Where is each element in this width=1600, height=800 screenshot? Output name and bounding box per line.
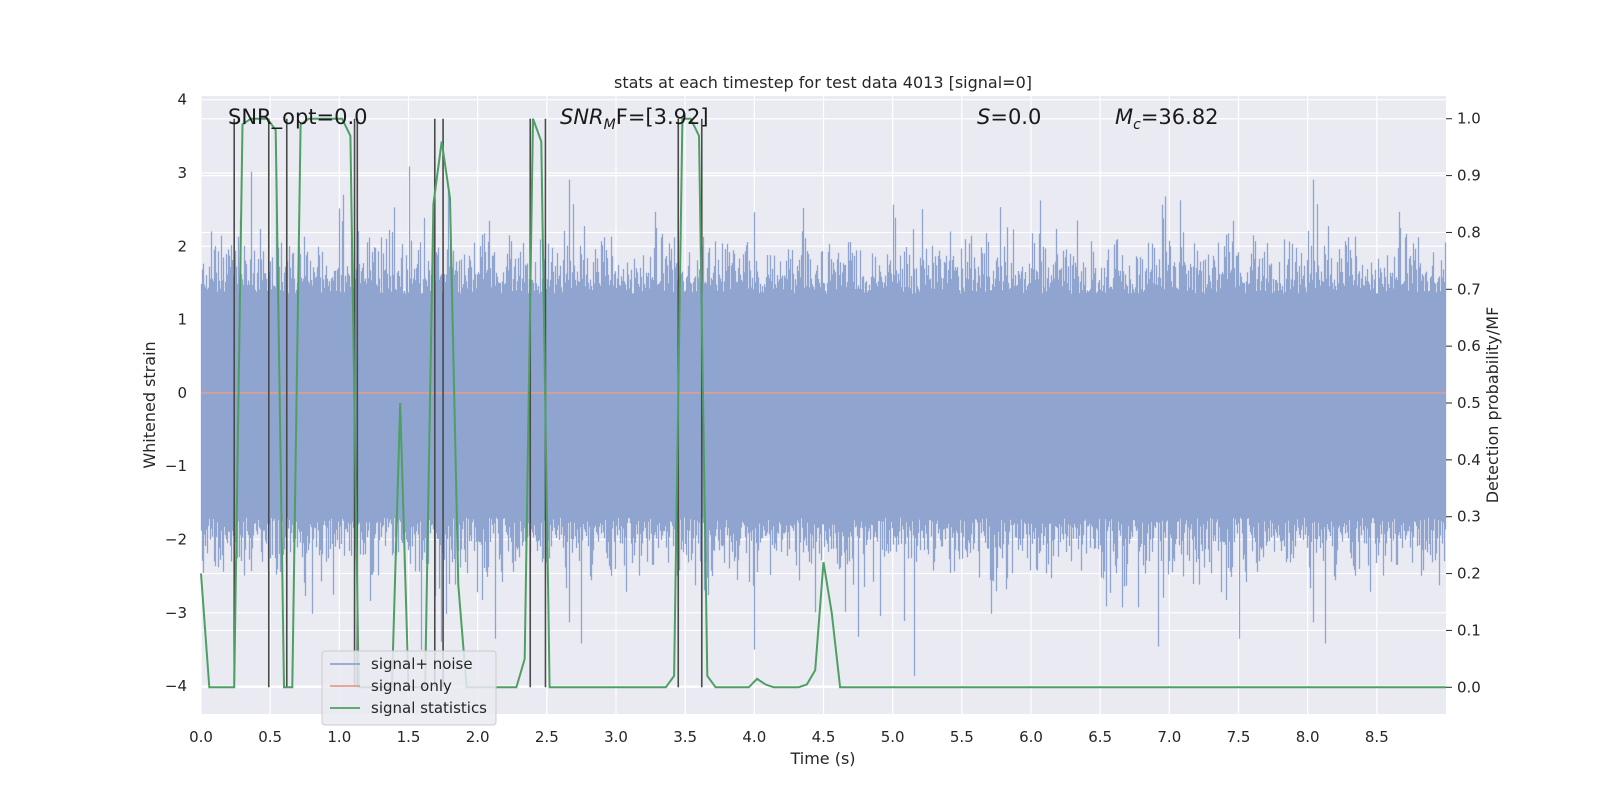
y-left-tick-label: 4 (177, 91, 187, 109)
y-left-axis-label: Whitened strain (140, 341, 159, 468)
annotation-s-var: S (977, 105, 990, 129)
y-left-tick-label: 3 (177, 164, 187, 182)
legend: signal+ noise signal only signal statist… (321, 650, 497, 726)
x-tick-label: 6.0 (1019, 728, 1043, 746)
y-right-tick-label: 0.7 (1457, 280, 1481, 298)
x-tick-label: 2.5 (535, 728, 559, 746)
y-right-tick-label: 0.5 (1457, 394, 1481, 412)
signal-plus-noise-series (200, 166, 1447, 676)
annotation-mc: Mc=36.82 (1115, 105, 1219, 133)
annotation-mc-rest: =36.82 (1141, 105, 1219, 129)
chart-title: stats at each timestep for test data 401… (614, 73, 1032, 92)
x-tick-label: 3.5 (673, 728, 697, 746)
x-tick-label: 6.5 (1088, 728, 1112, 746)
signal-statistics-series (200, 117, 1446, 689)
x-tick-label: 2.0 (466, 728, 490, 746)
legend-label-signal-statistics: signal statistics (371, 699, 487, 717)
y-left-tick-label: −4 (165, 677, 187, 695)
x-tick-label: 7.5 (1227, 728, 1251, 746)
y-right-tick-label: 0.6 (1457, 337, 1481, 355)
annotation-s-rest: =0.0 (990, 105, 1041, 129)
legend-label-signal-noise: signal+ noise (371, 655, 473, 673)
y-left-tick-label: 1 (177, 311, 187, 329)
x-tick-label: 7.0 (1157, 728, 1181, 746)
y-left-tick-label: −3 (165, 604, 187, 622)
annotation-snr-mf-base: SNR (560, 105, 604, 129)
annotation-snr-mf-rest: F=[3.92] (616, 105, 709, 129)
y-right-tick-label: 0.3 (1457, 508, 1481, 526)
legend-label-signal-only: signal only (371, 677, 452, 695)
annotation-snr-mf: SNRMF=[3.92] (560, 105, 709, 133)
x-tick-label: 5.5 (950, 728, 974, 746)
annotation-snr-opt: SNR_opt=0.0 (228, 105, 368, 130)
x-tick-label: 0.5 (258, 728, 282, 746)
y-right-tick-label: 0.2 (1457, 565, 1481, 583)
annotation-mc-var: M (1115, 105, 1133, 129)
annotation-snr-mf-sub: M (604, 117, 616, 133)
x-tick-label: 5.0 (881, 728, 905, 746)
x-tick-label: 4.5 (812, 728, 836, 746)
y-left-tick-label: −2 (165, 531, 187, 549)
y-left-tick-label: 2 (177, 237, 187, 255)
x-tick-label: 1.5 (397, 728, 421, 746)
annotation-s: S=0.0 (977, 105, 1041, 129)
x-tick-label: 1.0 (327, 728, 351, 746)
y-right-tick-label: 0.4 (1457, 451, 1481, 469)
y-right-tick-label: 0.9 (1457, 167, 1481, 185)
x-tick-label: 8.0 (1296, 728, 1320, 746)
y-right-axis-label: Detection probability/MF (1483, 307, 1502, 504)
x-tick-label: 4.0 (742, 728, 766, 746)
y-right-tick-label: 0.8 (1457, 223, 1481, 241)
y-left-tick-label: −1 (165, 457, 187, 475)
y-right-tick-labels: 0.0 0.1 0.2 0.3 0.4 0.5 0.6 0.7 0.8 0.9 1.0 (1446, 110, 1481, 696)
x-tick-label: 8.5 (1365, 728, 1389, 746)
y-right-tick-label: 0.0 (1457, 678, 1481, 696)
y-right-tick-label: 0.1 (1457, 621, 1481, 639)
y-left-tick-labels: −4 −3 −2 −1 0 1 2 3 4 (165, 91, 187, 695)
y-right-tick-label: 1.0 (1457, 110, 1481, 128)
x-tick-label: 0.0 (189, 728, 213, 746)
x-tick-labels: 0.0 0.5 1.0 1.5 2.0 2.5 3.0 3.5 4.0 4.5 5.0 5.5 6.0 6… (189, 728, 1389, 746)
legend-box (321, 650, 497, 726)
signal-plus-noise-trace (200, 166, 1447, 676)
x-axis-label: Time (s) (789, 749, 855, 768)
x-tick-label: 3.0 (604, 728, 628, 746)
y-left-tick-label: 0 (177, 384, 187, 402)
annotation-mc-sub: c (1133, 117, 1141, 133)
